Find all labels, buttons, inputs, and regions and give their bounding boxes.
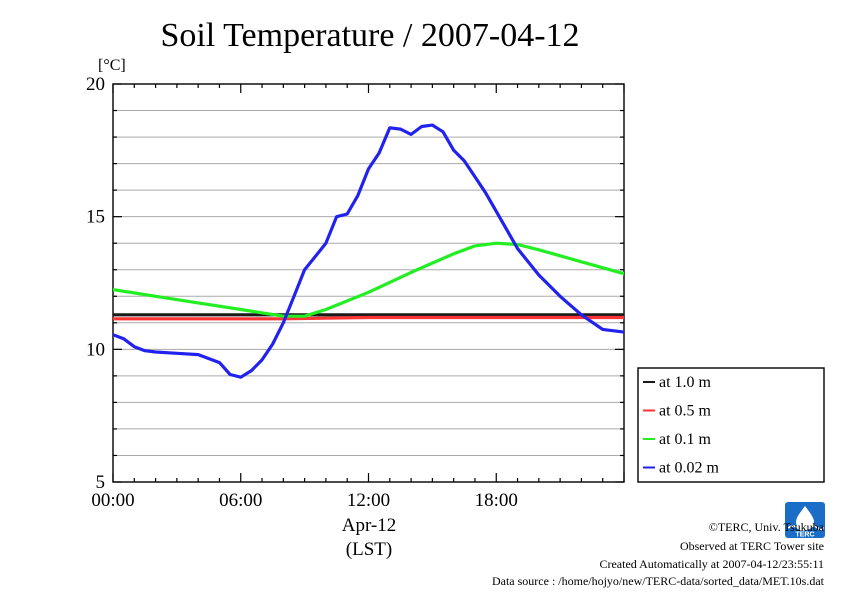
terc-logo-icon: TERC [785, 502, 825, 539]
legend-label: at 0.02 m [659, 460, 720, 477]
y-tick-label: 20 [86, 74, 105, 95]
x-tick-label: 00:00 [91, 490, 134, 511]
copyright-text: ©TERC, Univ. Tsukuba [708, 520, 824, 534]
y-axis-unit-label: [°C] [98, 57, 126, 74]
series-line [113, 315, 624, 321]
created-text: Created Automatically at 2007-04-12/23:5… [599, 557, 824, 571]
y-tick-label: 15 [86, 207, 105, 228]
logo-drop-shape [796, 506, 814, 530]
y-tick-label: 5 [96, 472, 106, 493]
chart-title: Soil Temperature / 2007-04-12 [160, 17, 579, 54]
legend: at 1.0 m at 0.5 m at 0.1 m at 0.02 m [637, 367, 825, 483]
x-axis-date-label: Apr-12 [342, 515, 397, 536]
plot-area: 5 10 15 20 00:00 06:00 12:00 18:00 [86, 74, 625, 511]
logo-text: TERC [795, 532, 814, 539]
legend-label: at 1.0 m [659, 374, 712, 391]
site-text: Observed at TERC Tower site [679, 539, 824, 553]
series-line [113, 123, 624, 379]
legend-label: at 0.1 m [659, 431, 712, 448]
series-line [113, 241, 624, 318]
logo-wave-shape [787, 525, 824, 531]
x-tick-label: 12:00 [347, 490, 390, 511]
x-tick-label: 18:00 [475, 490, 518, 511]
data-source-text: Data source : /home/hojyo/new/TERC-data/… [491, 574, 824, 588]
y-tick-label: 10 [86, 339, 105, 360]
x-tick-label: 06:00 [219, 490, 262, 511]
x-axis-timezone-label: (LST) [346, 539, 392, 560]
legend-box [637, 367, 825, 483]
legend-label: at 0.5 m [659, 403, 712, 420]
